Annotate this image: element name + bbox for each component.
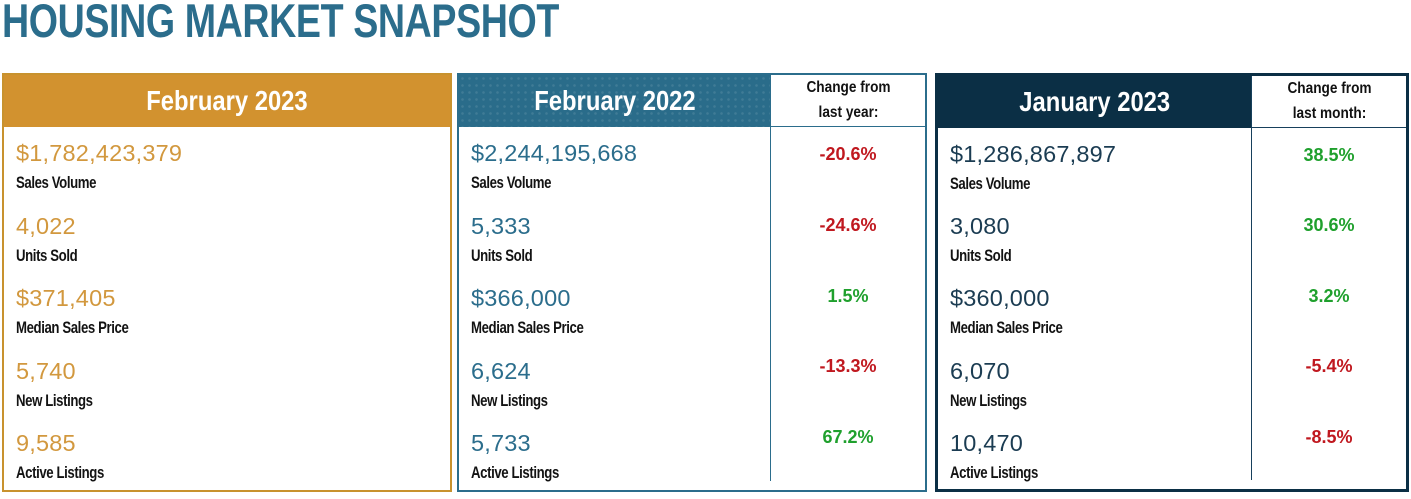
- panel-february-2022: February 2022 Change from last year: $2,…: [457, 73, 927, 492]
- change-from-last-month-header: Change from last month:: [1251, 76, 1406, 128]
- panel-header-label: February 2022: [533, 85, 696, 116]
- metric-value: $1,286,867,897: [950, 141, 1117, 167]
- metric-rows: $2,244,195,668 Sales Volume 5,333 Units …: [459, 127, 770, 490]
- metric-value: 6,624: [471, 357, 531, 384]
- metric-label: New Listings: [950, 391, 1027, 410]
- metric-sales-volume: $1,286,867,897 Sales Volume: [938, 128, 1251, 200]
- metric-sales-volume: $2,244,195,668 Sales Volume: [459, 127, 770, 200]
- metric-label: Units Sold: [16, 246, 78, 265]
- metric-value: 3,080: [950, 213, 1010, 240]
- metric-label: Units Sold: [471, 246, 533, 265]
- metric-label: Active Listings: [471, 464, 559, 483]
- metric-label: New Listings: [16, 391, 93, 410]
- metric-value: 5,333: [471, 212, 531, 239]
- change-active-listings: 67.2%: [822, 427, 874, 448]
- metric-value: 6,070: [950, 357, 1010, 384]
- change-values-column: 38.5% 30.6% 3.2% -5.4% -8.5%: [1251, 128, 1406, 480]
- metric-label: Active Listings: [950, 463, 1038, 482]
- change-median-sales-price: 3.2%: [1308, 285, 1350, 306]
- change-new-listings: -13.3%: [819, 356, 877, 377]
- metric-value: 5,740: [16, 357, 76, 384]
- metric-new-listings: 5,740 New Listings: [4, 345, 450, 418]
- panel-header-label: February 2023: [146, 85, 308, 116]
- metric-label: Active Listings: [16, 464, 104, 483]
- metric-rows: $1,286,867,897 Sales Volume 3,080 Units …: [938, 128, 1251, 489]
- panel-header-january-2023: January 2023: [938, 76, 1251, 128]
- metric-value: $1,782,423,379: [16, 140, 183, 166]
- metric-value: 9,585: [16, 430, 76, 457]
- metric-value: $2,244,195,668: [471, 140, 638, 166]
- metric-value: $371,405: [16, 285, 116, 312]
- metric-label: Median Sales Price: [950, 319, 1063, 338]
- metric-active-listings: 5,733 Active Listings: [459, 417, 770, 490]
- metric-label: Sales Volume: [471, 174, 552, 193]
- panel-february-2023: February 2023 $1,782,423,379 Sales Volum…: [2, 73, 452, 492]
- metric-median-sales-price: $371,405 Median Sales Price: [4, 272, 450, 345]
- metric-units-sold: 4,022 Units Sold: [4, 200, 450, 273]
- metric-rows: $1,782,423,379 Sales Volume 4,022 Units …: [4, 127, 450, 490]
- change-values-column: -20.6% -24.6% 1.5% -13.3% 67.2%: [770, 127, 925, 481]
- metric-value: 5,733: [471, 430, 531, 457]
- metric-label: Median Sales Price: [16, 319, 129, 338]
- metric-units-sold: 3,080 Units Sold: [938, 200, 1251, 272]
- metric-label: New Listings: [471, 391, 548, 410]
- metric-value: $366,000: [471, 285, 571, 312]
- metric-median-sales-price: $360,000 Median Sales Price: [938, 272, 1251, 344]
- change-active-listings: -8.5%: [1305, 426, 1353, 447]
- change-sales-volume: 38.5%: [1303, 145, 1355, 165]
- change-from-last-year-header: Change from last year:: [770, 75, 925, 127]
- metric-median-sales-price: $366,000 Median Sales Price: [459, 272, 770, 345]
- metric-label: Median Sales Price: [471, 319, 584, 338]
- panel-january-2023: January 2023 Change from last month: $1,…: [935, 73, 1409, 492]
- metric-value: $360,000: [950, 285, 1050, 312]
- change-sales-volume: -20.6%: [819, 144, 877, 164]
- metric-active-listings: 10,470 Active Listings: [938, 417, 1251, 489]
- page-title: HOUSING MARKET SNAPSHOT: [2, 0, 698, 47]
- metric-label: Sales Volume: [16, 174, 97, 193]
- metric-new-listings: 6,070 New Listings: [938, 345, 1251, 417]
- panel-header-february-2022: February 2022: [459, 75, 770, 127]
- metric-label: Units Sold: [950, 247, 1012, 266]
- change-median-sales-price: 1.5%: [827, 285, 869, 306]
- metric-sales-volume: $1,782,423,379 Sales Volume: [4, 127, 450, 200]
- metric-value: 10,470: [950, 429, 1024, 456]
- metric-units-sold: 5,333 Units Sold: [459, 200, 770, 273]
- change-units-sold: 30.6%: [1303, 215, 1355, 236]
- panel-header-february-2023: February 2023: [4, 75, 450, 127]
- panels-container: February 2023 $1,782,423,379 Sales Volum…: [2, 73, 1409, 492]
- page-title-text: HOUSING MARKET SNAPSHOT: [2, 0, 559, 47]
- metric-value: 4,022: [16, 212, 76, 239]
- metric-new-listings: 6,624 New Listings: [459, 345, 770, 418]
- panel-header-label: January 2023: [1019, 86, 1170, 117]
- metric-active-listings: 9,585 Active Listings: [4, 417, 450, 490]
- metric-label: Sales Volume: [950, 175, 1031, 194]
- change-units-sold: -24.6%: [819, 214, 877, 235]
- change-new-listings: -5.4%: [1305, 356, 1353, 377]
